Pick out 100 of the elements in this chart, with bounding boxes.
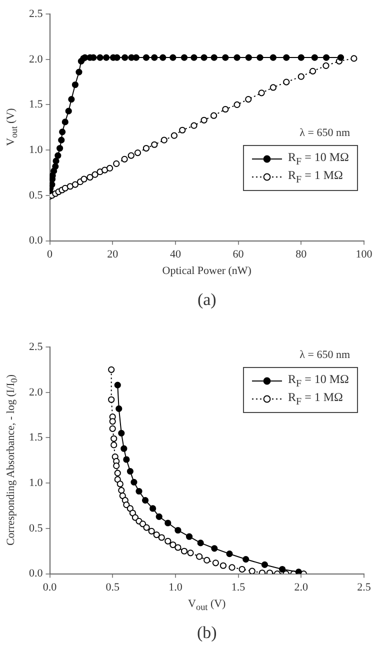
annotation: λ = 650 nm [300, 126, 350, 139]
point [164, 538, 172, 544]
point [211, 545, 218, 552]
text: (b) [196, 623, 217, 643]
point [226, 550, 233, 558]
point [50, 181, 56, 188]
point [298, 73, 304, 80]
y-tick-label: 0.5 [29, 189, 44, 202]
point [136, 488, 142, 495]
point [123, 502, 130, 508]
point [128, 152, 134, 159]
point [337, 54, 344, 61]
x-tick-label: 1.0 [168, 581, 183, 594]
point [160, 136, 168, 144]
point [187, 550, 194, 556]
point [151, 54, 158, 61]
point [210, 112, 218, 119]
y-tick-label: 2.0 [29, 386, 44, 398]
point [220, 562, 227, 569]
point [142, 497, 149, 504]
point [222, 54, 229, 61]
point [170, 132, 178, 139]
x-tick-label: 0 [47, 248, 53, 260]
point [103, 54, 110, 61]
point [58, 136, 65, 144]
point [158, 534, 165, 541]
y-tick-label: 1.0 [29, 476, 44, 489]
point [197, 540, 204, 546]
y-tick-label: 1.0 [29, 144, 44, 156]
point [143, 524, 150, 531]
point [123, 456, 130, 463]
x-axis-title: V$_{out}$ (V) [188, 598, 226, 612]
point [270, 54, 276, 61]
x-tick-label: 20 [107, 248, 119, 260]
point [311, 54, 318, 61]
point [101, 166, 108, 174]
point [62, 118, 68, 126]
text: (a) [197, 290, 216, 310]
point [106, 164, 114, 172]
point [108, 366, 115, 373]
y-tick-label: 2.0 [29, 53, 44, 66]
x-tick-label: 40 [170, 248, 182, 260]
point [142, 144, 150, 152]
point [322, 54, 330, 61]
point [120, 445, 128, 452]
point [212, 560, 219, 566]
point [204, 556, 210, 564]
y-tick-label: 2.5 [29, 8, 44, 20]
point [96, 54, 104, 61]
point [110, 442, 118, 448]
point [258, 90, 265, 96]
point [113, 462, 120, 470]
x-tick-label: 80 [296, 248, 308, 260]
point [200, 54, 208, 61]
point [179, 126, 186, 134]
point [132, 514, 139, 521]
point [170, 54, 176, 61]
point [350, 55, 358, 62]
point [52, 158, 60, 164]
point [245, 96, 252, 103]
point [228, 564, 236, 571]
point [200, 116, 208, 124]
point [68, 96, 75, 103]
point [151, 141, 158, 148]
point [80, 176, 88, 182]
point [126, 468, 134, 475]
point [108, 396, 115, 403]
point [153, 531, 160, 538]
point [156, 513, 162, 520]
point [150, 505, 156, 512]
point [66, 183, 74, 190]
point [116, 405, 122, 412]
point [130, 478, 138, 486]
point [132, 54, 140, 61]
point [248, 568, 256, 574]
point [86, 174, 94, 181]
x-tick-label: 2.5 [357, 581, 372, 594]
point [110, 435, 118, 442]
point [278, 566, 286, 573]
point [164, 520, 172, 526]
point [62, 184, 68, 192]
point [283, 78, 290, 86]
point [92, 171, 98, 178]
y-tick-label: 1.5 [29, 98, 44, 111]
point [322, 62, 330, 70]
x-axis-title: Optical Power (nW) [162, 264, 252, 277]
point [139, 520, 146, 528]
point [118, 487, 125, 494]
point [76, 68, 82, 76]
point [114, 382, 121, 388]
point [134, 150, 142, 156]
point [190, 122, 198, 129]
y-tick-label: 0.0 [29, 568, 44, 580]
point [121, 156, 128, 162]
point [122, 54, 128, 61]
point [119, 492, 126, 500]
point [148, 528, 155, 534]
legend-label: R$_{F}$ = 10 MΩ [288, 372, 349, 390]
point [186, 533, 193, 540]
legend-label: R$_{F}$ = 10 MΩ [288, 150, 349, 168]
